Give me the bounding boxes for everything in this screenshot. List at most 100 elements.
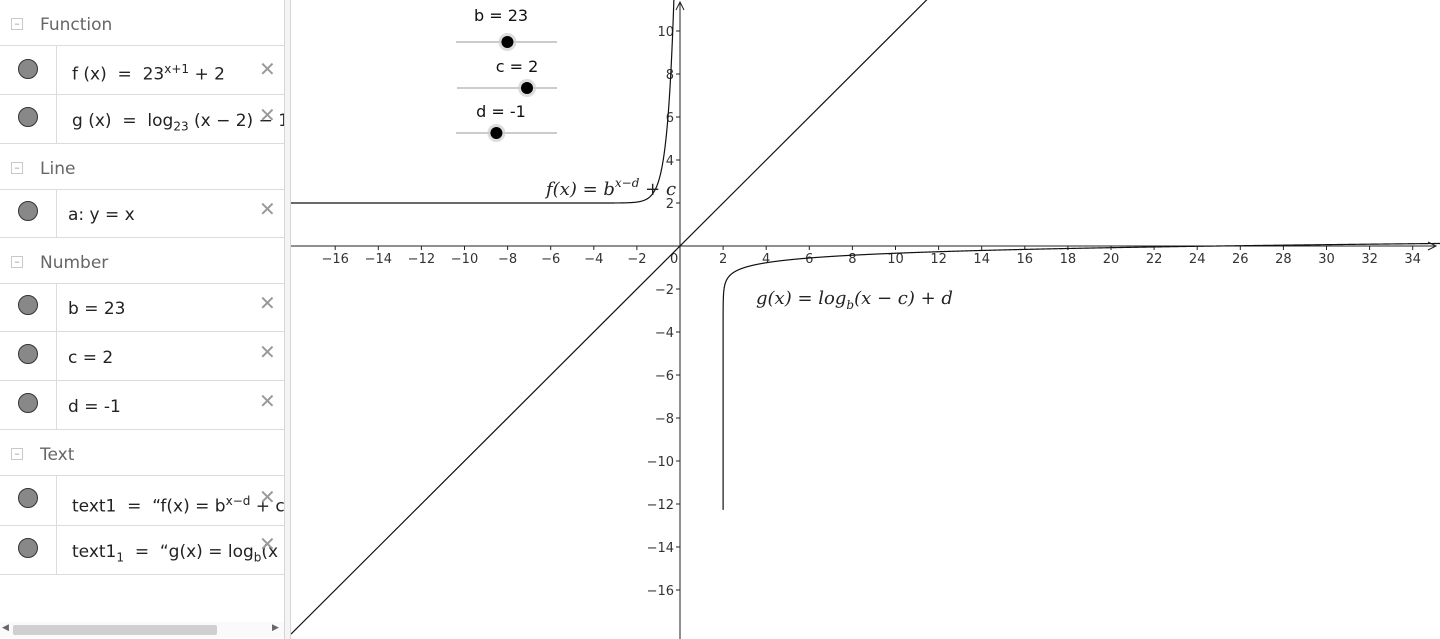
slider-knob[interactable] (521, 82, 533, 94)
y-tick-label: −8 (655, 412, 674, 427)
x-tick-label: 6 (805, 252, 813, 267)
delete-icon[interactable]: ✕ (259, 103, 276, 127)
x-tick-label: 22 (1146, 252, 1163, 267)
category-title: Function (40, 15, 113, 35)
x-tick-label: −4 (584, 252, 603, 267)
category-text[interactable]: – Text (0, 432, 284, 476)
algebra-row-b[interactable]: b = 23 ✕ (0, 283, 284, 332)
visibility-toggle[interactable] (18, 488, 38, 508)
x-tick-label: 14 (973, 252, 990, 267)
y-tick-label: −12 (647, 498, 674, 513)
slider-label: d = -1 (476, 102, 526, 121)
x-tick-label: 30 (1318, 252, 1335, 267)
x-tick-label: 8 (848, 252, 856, 267)
category-title: Number (40, 253, 109, 273)
x-tick-label: 4 (762, 252, 770, 267)
expression-c[interactable]: c = 2 (68, 348, 114, 368)
view-splitter[interactable] (284, 0, 291, 639)
x-tick-label: −16 (321, 252, 348, 267)
expression-text1[interactable]: text1 = “f(x) = bx−d + c” (72, 494, 284, 517)
expression-g[interactable]: g (x) = log23 (x − 2) − 1 (72, 111, 284, 134)
algebra-row-text11[interactable]: text11 = “g(x) = logb(x − c) + d” ✕ (0, 526, 284, 575)
line-y-equals-x[interactable] (291, 0, 1440, 635)
scroll-right-icon[interactable]: ▶ (272, 623, 279, 633)
algebra-row-a[interactable]: a: y = x ✕ (0, 189, 284, 238)
visibility-toggle[interactable] (18, 344, 38, 364)
visibility-toggle[interactable] (18, 295, 38, 315)
expression-f[interactable]: f (x) = 23x+1 + 2 (72, 62, 225, 85)
collapse-icon[interactable]: – (11, 448, 23, 460)
x-tick-label: 0 (670, 252, 678, 267)
graph-g[interactable] (722, 242, 1440, 510)
x-tick-label: −10 (451, 252, 478, 267)
y-axis-arrow (675, 0, 685, 11)
scroll-left-icon[interactable]: ◀ (2, 623, 9, 633)
category-line[interactable]: – Line (0, 146, 284, 190)
delete-icon[interactable]: ✕ (259, 485, 276, 509)
x-tick-label: 26 (1232, 252, 1249, 267)
visibility-toggle[interactable] (18, 59, 38, 79)
y-tick-label: −2 (655, 283, 674, 298)
collapse-icon[interactable]: – (11, 256, 23, 268)
y-tick-label: 10 (657, 25, 674, 40)
x-tick-label: 32 (1361, 252, 1378, 267)
visibility-toggle[interactable] (18, 538, 38, 558)
x-tick-label: −6 (541, 252, 560, 267)
y-tick-label: −6 (655, 369, 674, 384)
x-tick-label: 18 (1060, 252, 1077, 267)
expression-b[interactable]: b = 23 (68, 299, 126, 319)
slider-c[interactable]: c = 2 (457, 57, 557, 97)
x-tick-label: 24 (1189, 252, 1206, 267)
algebra-row-f[interactable]: f (x) = 23x+1 + 2 ✕ (0, 46, 284, 95)
x-tick-label: 12 (930, 252, 947, 267)
y-tick-label: −10 (647, 455, 674, 470)
slider-b[interactable]: b = 23 (456, 6, 557, 51)
g-label[interactable]: g(x) = logb(x − c) + d (756, 288, 953, 312)
algebra-row-g[interactable]: g (x) = log23 (x − 2) − 1 ✕ (0, 95, 284, 144)
axes (291, 0, 1438, 639)
algebra-row-text1[interactable]: text1 = “f(x) = bx−d + c” ✕ (0, 475, 284, 526)
visibility-toggle[interactable] (18, 393, 38, 413)
category-title: Line (40, 159, 76, 179)
x-tick-label: −14 (365, 252, 392, 267)
collapse-icon[interactable]: – (11, 162, 23, 174)
delete-icon[interactable]: ✕ (259, 340, 276, 364)
category-function[interactable]: – Function (0, 2, 284, 46)
x-tick-label: −8 (498, 252, 517, 267)
visibility-toggle[interactable] (18, 107, 38, 127)
collapse-icon[interactable]: – (11, 18, 23, 30)
delete-icon[interactable]: ✕ (259, 389, 276, 413)
scroll-thumb[interactable] (13, 625, 217, 635)
slider-knob[interactable] (501, 36, 514, 48)
x-tick-label: 34 (1404, 252, 1421, 267)
slider-d[interactable]: d = -1 (456, 102, 557, 142)
y-tick-label: 6 (666, 111, 674, 126)
algebra-row-c[interactable]: c = 2 ✕ (0, 332, 284, 381)
algebra-row-d[interactable]: d = -1 ✕ (0, 381, 284, 430)
expression-text11[interactable]: text11 = “g(x) = logb(x − c) + d” (72, 542, 284, 565)
x-tick-label: 20 (1103, 252, 1120, 267)
x-tick-label: 16 (1017, 252, 1034, 267)
algebra-view: – Function f (x) = 23x+1 + 2 ✕ g (x) = l… (0, 0, 284, 639)
graph-f[interactable] (291, 0, 675, 204)
horizontal-scrollbar[interactable]: ◀ ▶ (0, 622, 284, 637)
x-tick-label: 2 (719, 252, 727, 267)
delete-icon[interactable]: ✕ (259, 532, 276, 556)
slider-label: c = 2 (496, 57, 539, 76)
y-tick-label: −4 (655, 326, 674, 341)
slider-label: b = 23 (474, 6, 528, 25)
y-tick-label: 8 (666, 68, 674, 83)
delete-icon[interactable]: ✕ (259, 291, 276, 315)
visibility-toggle[interactable] (18, 201, 38, 221)
category-title: Text (40, 445, 75, 465)
category-number[interactable]: – Number (0, 240, 284, 284)
x-tick-label: 28 (1275, 252, 1292, 267)
y-tick-label: −14 (647, 541, 674, 556)
delete-icon[interactable]: ✕ (259, 57, 276, 81)
delete-icon[interactable]: ✕ (259, 197, 276, 221)
expression-d[interactable]: d = -1 (68, 397, 121, 417)
slider-knob[interactable] (490, 127, 503, 139)
f-label[interactable]: f(x) = bx−d + c (544, 176, 676, 200)
graphics-view[interactable]: −16 −14 −12 −10 −8 −6 −4 −2 0 2 4 6 8 10 12 14 16 18 20 22 2… (291, 0, 1440, 639)
expression-a[interactable]: a: y = x (68, 205, 135, 225)
